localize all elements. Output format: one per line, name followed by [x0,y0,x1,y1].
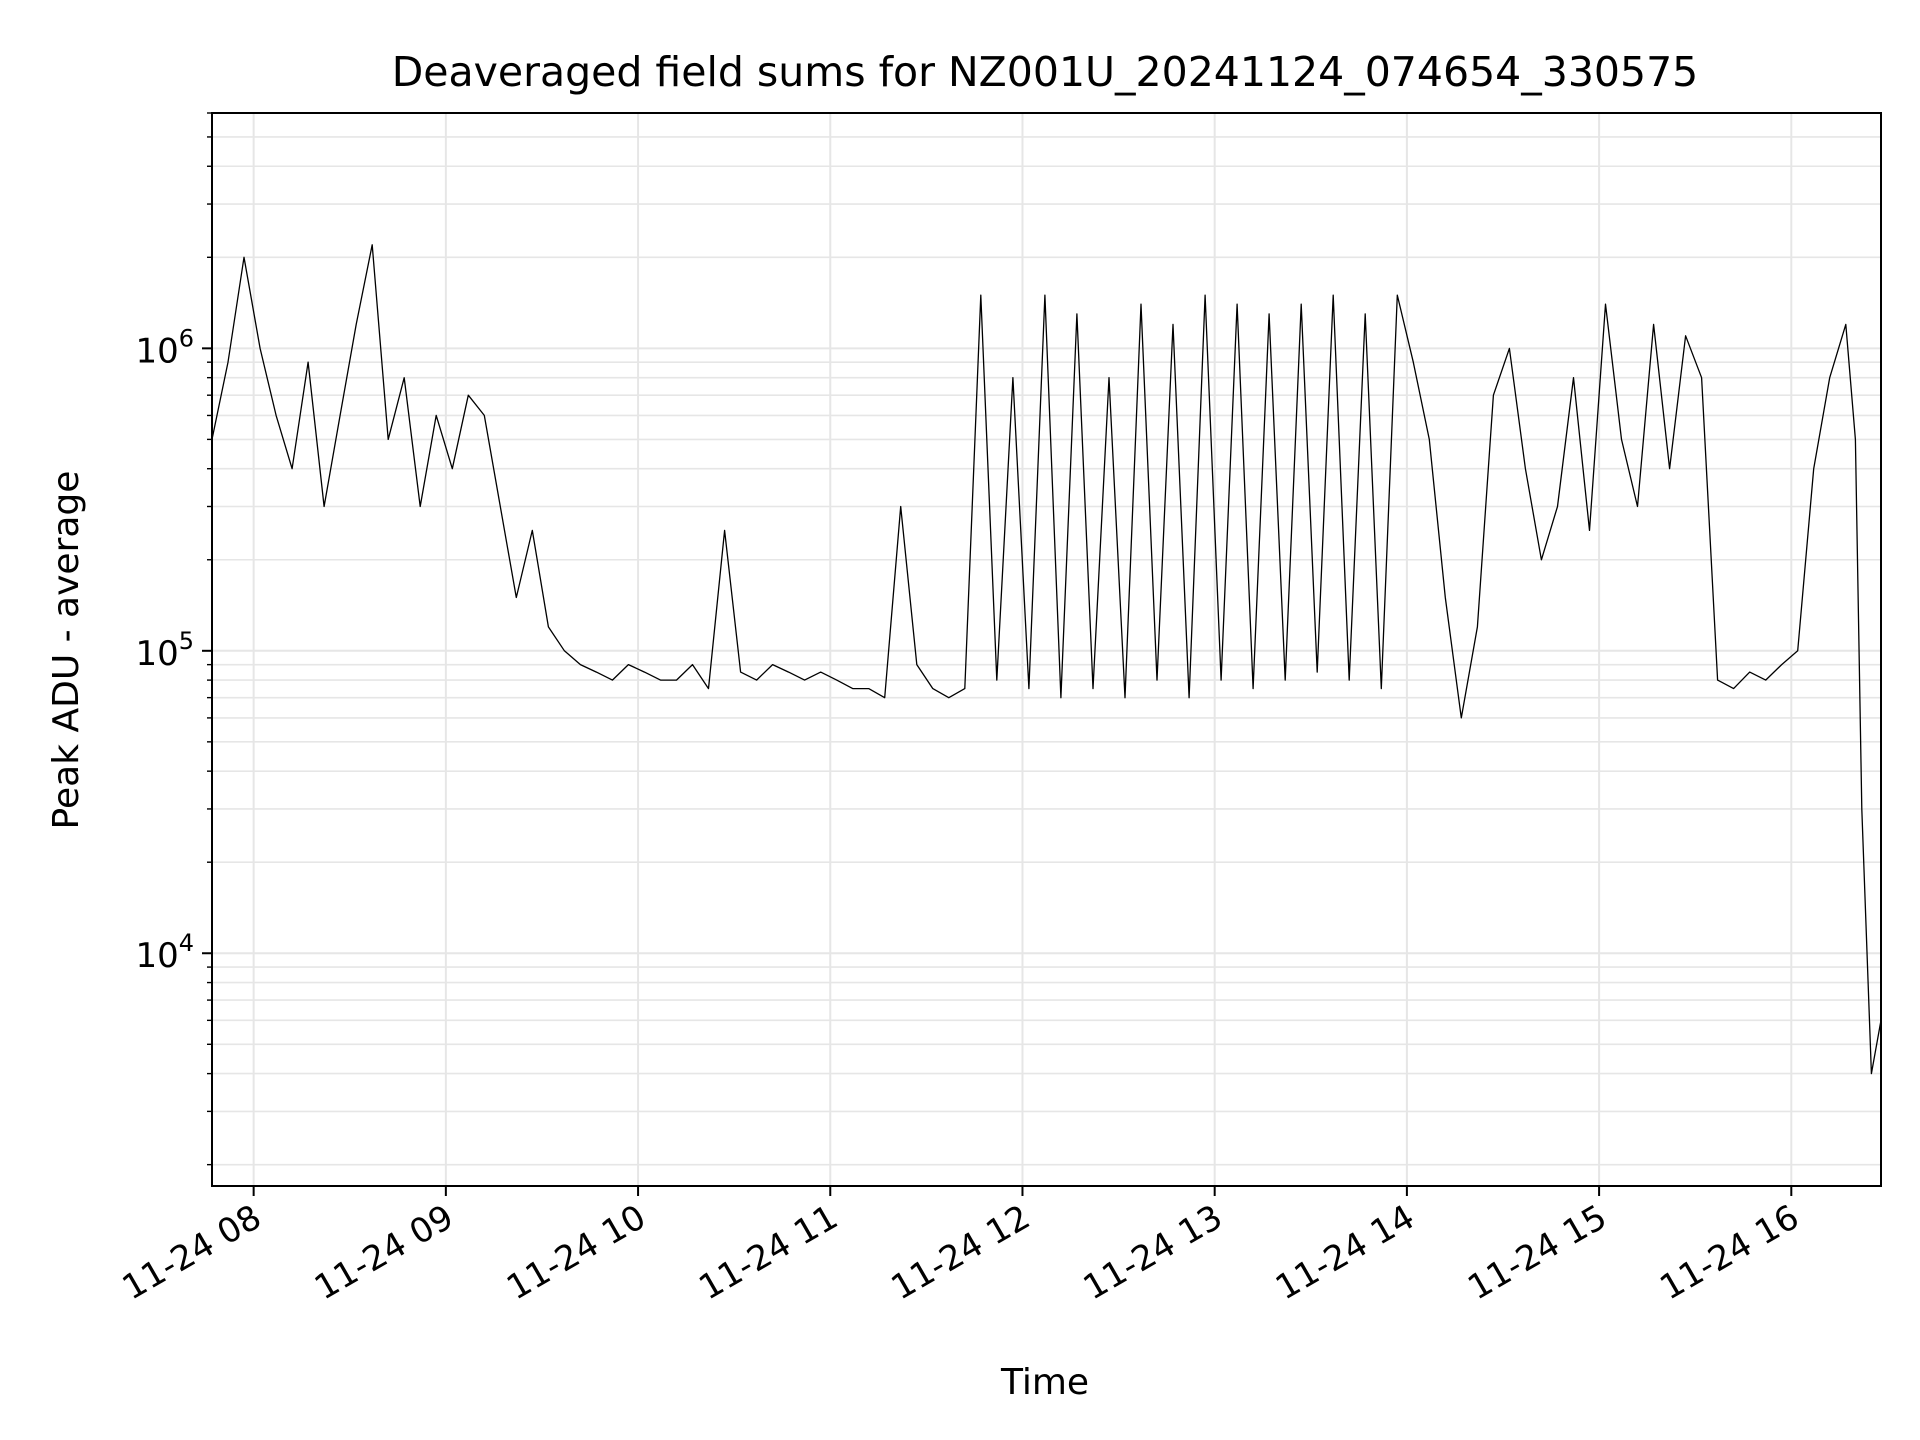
y-tick-label: 104 [135,929,194,976]
y-tick-exponent: 5 [179,627,194,655]
y-tick-exponent: 4 [179,929,194,957]
y-tick-label: 105 [135,627,194,674]
x-tick-label: 11-24 16 [1653,1197,1805,1308]
x-tick-label: 11-24 14 [1269,1197,1421,1308]
plot-frame [211,112,1882,1187]
y-tick-base: 10 [135,634,178,674]
y-tick-exponent: 6 [179,324,194,352]
series-line [211,244,1882,1075]
y-tick-base: 10 [135,936,178,976]
x-axis-label: Time [1000,1362,1089,1403]
y-tick-base: 10 [135,331,178,371]
x-tick-label: 11-24 12 [885,1197,1037,1308]
grid [212,112,1881,1186]
x-tick-label: 11-24 13 [1077,1197,1229,1308]
axis-ticks: 11-24 08 11-24 09 11-24 10 11-24 11 11-24 12… [116,112,1806,1308]
x-tick-label: 11-24 09 [308,1197,460,1308]
x-tick-label: 11-24 10 [500,1197,652,1308]
y-tick-label: 106 [135,324,194,371]
x-tick-label: 11-24 15 [1461,1197,1613,1308]
y-axis-label: Peak ADU - average [46,471,87,830]
chart-title: Deaveraged field sums for NZ001U_2024112… [392,48,1699,96]
x-tick-label: 11-24 11 [692,1197,844,1308]
x-tick-label: 11-24 08 [116,1197,268,1308]
